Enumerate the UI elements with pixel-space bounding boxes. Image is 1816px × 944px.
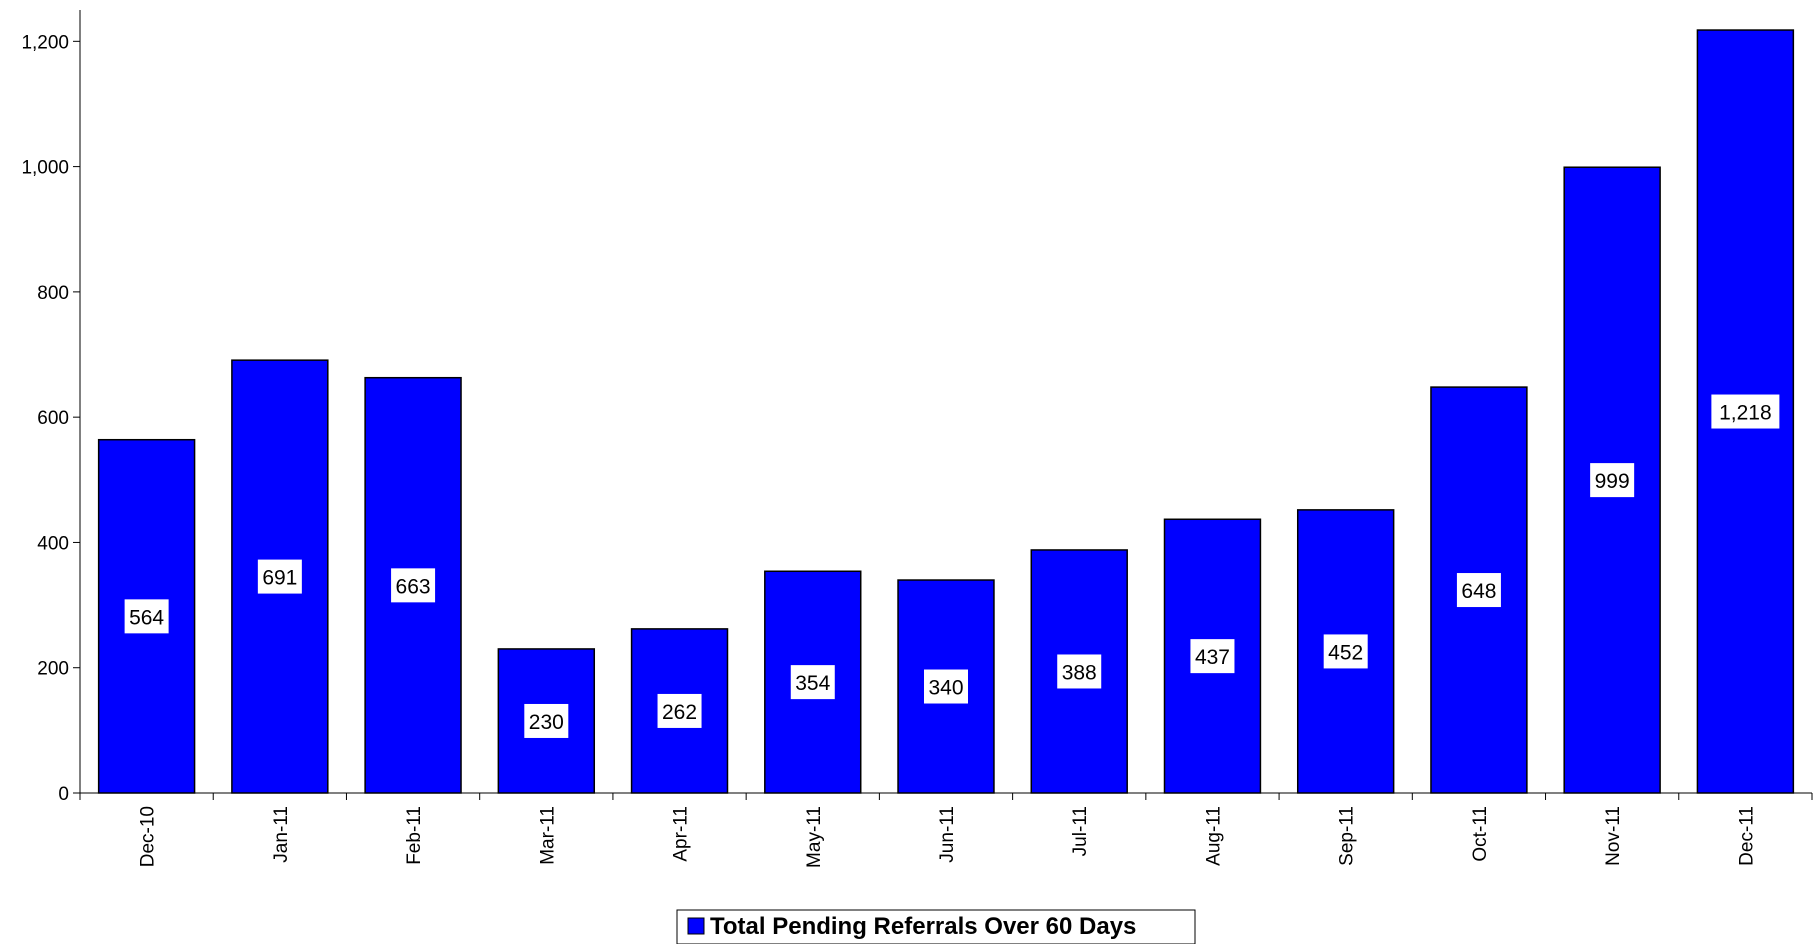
x-tick-label: May-11	[804, 806, 825, 868]
x-tick-label: Apr-11	[671, 806, 692, 862]
data-label-box	[1190, 639, 1235, 674]
data-label-box	[657, 693, 702, 728]
data-label: 437	[1195, 646, 1230, 669]
data-label-box	[1590, 463, 1635, 498]
data-label-box	[1057, 654, 1102, 689]
data-label: 452	[1328, 641, 1363, 664]
y-tick-label: 800	[37, 283, 69, 304]
y-tick-label: 600	[37, 408, 69, 429]
data-label-box	[924, 669, 968, 704]
x-tick-label: Mar-11	[537, 806, 558, 865]
x-tick-label: Nov-11	[1603, 806, 1624, 866]
x-tick-label: Dec-10	[138, 806, 159, 867]
data-label-box	[257, 559, 302, 594]
data-label: 691	[262, 567, 297, 590]
x-tick-label: Sep-11	[1337, 806, 1358, 866]
data-label: 564	[129, 606, 164, 629]
y-axis: 0 200 400 600 800 1,000 1,200	[21, 10, 81, 805]
x-tick-label: Jul-11	[1070, 806, 1091, 856]
legend-label: Total Pending Referrals Over 60 Days	[710, 913, 1136, 940]
y-tick-label: 200	[37, 659, 69, 680]
data-label: 388	[1062, 661, 1097, 684]
data-label-box	[1456, 573, 1501, 608]
x-tick-label: Oct-11	[1470, 806, 1491, 862]
data-label-box	[391, 568, 436, 603]
x-tick-label: Jun-11	[937, 806, 958, 863]
x-tick-label: Aug-11	[1203, 806, 1224, 866]
data-label: 999	[1595, 470, 1630, 493]
data-label: 230	[529, 711, 564, 734]
y-tick-label: 1,000	[21, 158, 69, 179]
legend: Total Pending Referrals Over 60 Days	[676, 909, 1196, 944]
data-label-box	[124, 599, 169, 634]
data-labels: 564 691 663 230 262 354 340 388 437 452 648 999 1,21…	[124, 394, 1780, 738]
data-label: 1,218	[1719, 402, 1772, 425]
x-axis: Dec-10 Jan-11 Feb-11 Mar-11 Apr-11 May-11 Jun-…	[79, 792, 1813, 868]
data-label-box	[524, 703, 569, 738]
x-tick-label: Jan-11	[271, 806, 292, 863]
data-label: 354	[795, 672, 830, 695]
x-tick-label: Feb-11	[404, 806, 425, 865]
data-label: 648	[1461, 580, 1496, 603]
x-tick-label: Dec-11	[1736, 806, 1757, 866]
data-label-box	[1711, 394, 1780, 429]
data-label: 663	[396, 575, 431, 598]
y-tick-label: 0	[58, 784, 69, 805]
legend-swatch	[687, 917, 705, 935]
data-label-box	[1323, 634, 1368, 669]
data-label: 340	[928, 677, 963, 700]
y-tick-label: 1,200	[21, 32, 69, 53]
data-label: 262	[662, 701, 697, 724]
y-tick-label: 400	[37, 533, 69, 554]
legend-box	[676, 909, 1196, 944]
data-label-box	[790, 665, 835, 700]
